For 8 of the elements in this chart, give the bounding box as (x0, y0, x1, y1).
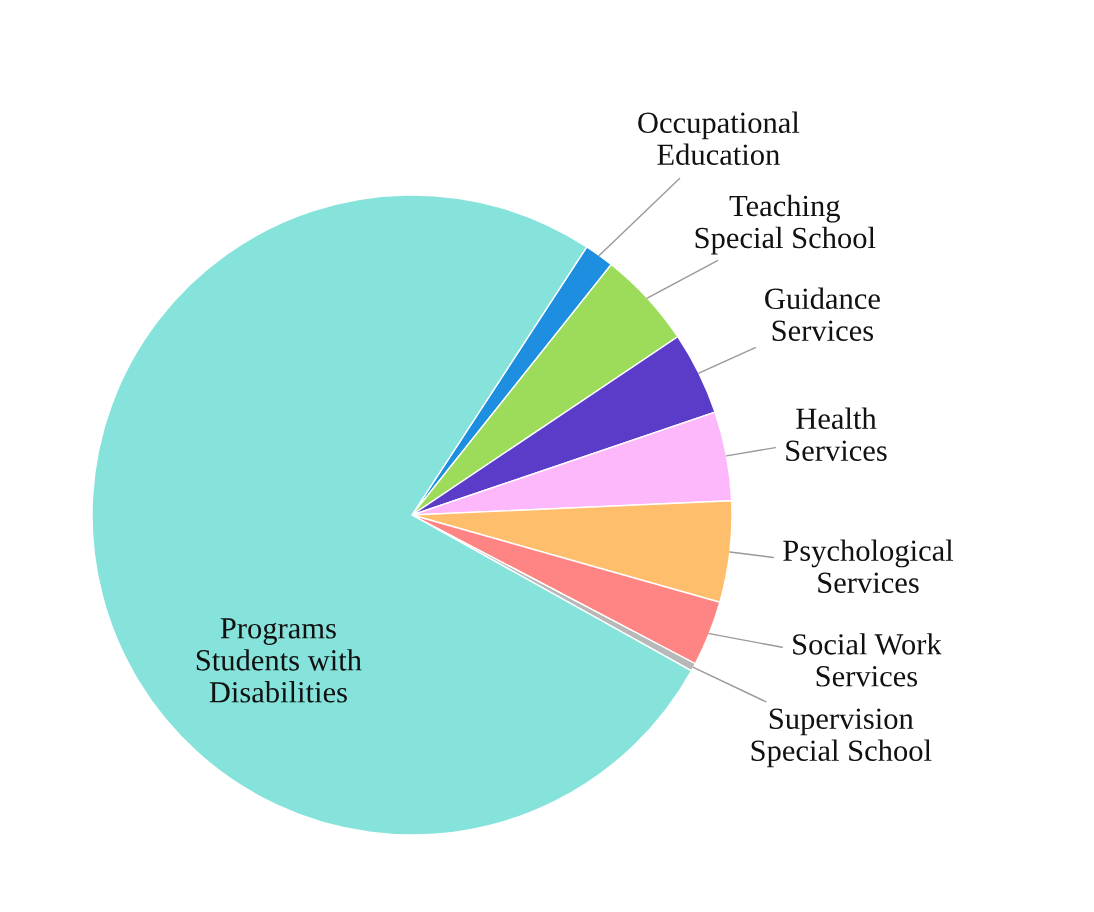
slice-label: Teaching Special School (695, 194, 876, 255)
slice-label: Supervision Special School (751, 708, 932, 768)
slice-label: Guidance Services (765, 287, 880, 342)
slice-label: Programs Students with Disabilities (196, 618, 362, 703)
slice-label: Psychological Services (783, 539, 954, 594)
slice-label: Social Work Services (793, 633, 942, 687)
slice-label: Health Services (786, 407, 887, 462)
slice-label: Occupational Education (638, 111, 800, 166)
